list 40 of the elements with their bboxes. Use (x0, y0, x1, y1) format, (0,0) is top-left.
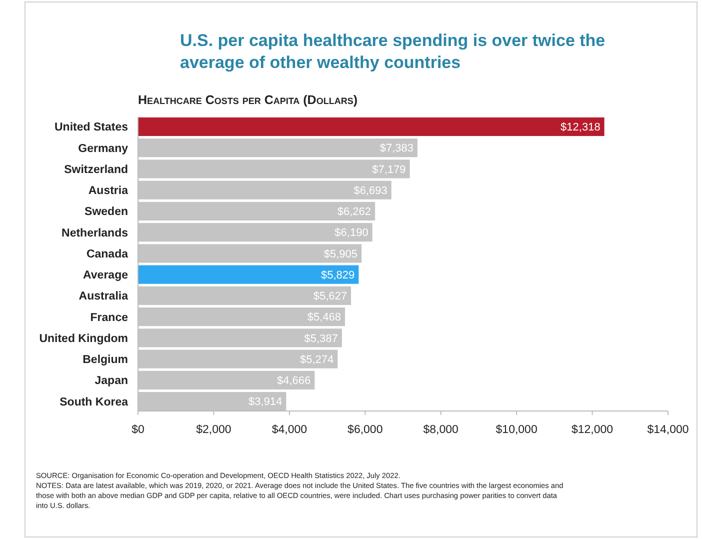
data-label: $6,693 (354, 184, 388, 197)
data-label: $5,274 (300, 354, 334, 366)
data-label: $6,262 (337, 206, 372, 218)
data-label: $7,383 (380, 142, 414, 155)
data-label: $5,905 (324, 248, 358, 260)
data-label: $5,829 (321, 269, 355, 282)
bar (138, 117, 604, 136)
y-tick-label: Belgium (82, 354, 128, 366)
y-tick-label: France (90, 312, 128, 324)
y-tick-label: Switzerland (64, 164, 128, 176)
y-tick-label: Germany (78, 142, 129, 155)
x-tick-label: $8,000 (423, 424, 458, 436)
chart-subtitle: Healthcare Costs per Capita (Dollars) (138, 93, 358, 107)
data-label: $7,179 (372, 164, 406, 176)
data-label: $12,318 (560, 122, 600, 134)
data-label: $4,666 (276, 375, 311, 388)
x-tick-label: $14,000 (647, 424, 689, 436)
y-tick-label: Japan (94, 375, 128, 388)
data-label: $6,190 (334, 227, 368, 240)
data-label: $5,468 (307, 312, 342, 324)
y-tick-label: Australia (78, 290, 129, 303)
data-label: $3,914 (248, 396, 282, 408)
y-tick-label: United States (54, 122, 128, 134)
data-label: $5,627 (313, 290, 348, 303)
y-tick-label: Netherlands (62, 227, 128, 240)
data-label: $5,387 (304, 332, 338, 345)
chart-title: U.S. per capita healthcare spending is over twice the average of other wealthy countries (180, 31, 606, 72)
y-tick-label: Sweden (84, 206, 128, 218)
bar (138, 265, 359, 284)
y-tick-label: Austria (88, 185, 129, 198)
y-tick-label: South Korea (60, 396, 129, 408)
x-tick-label: $2,000 (196, 424, 232, 436)
x-tick-label: $0 (132, 424, 144, 436)
x-tick-label: $4,000 (272, 424, 308, 436)
x-tick-label: $12,000 (571, 424, 614, 436)
y-tick-label: United Kingdom (39, 332, 128, 345)
x-tick-label: $6,000 (348, 424, 383, 436)
x-tick-label: $10,000 (496, 424, 538, 436)
y-tick-label: Average (83, 270, 128, 282)
y-tick-label: Canada (86, 248, 129, 260)
